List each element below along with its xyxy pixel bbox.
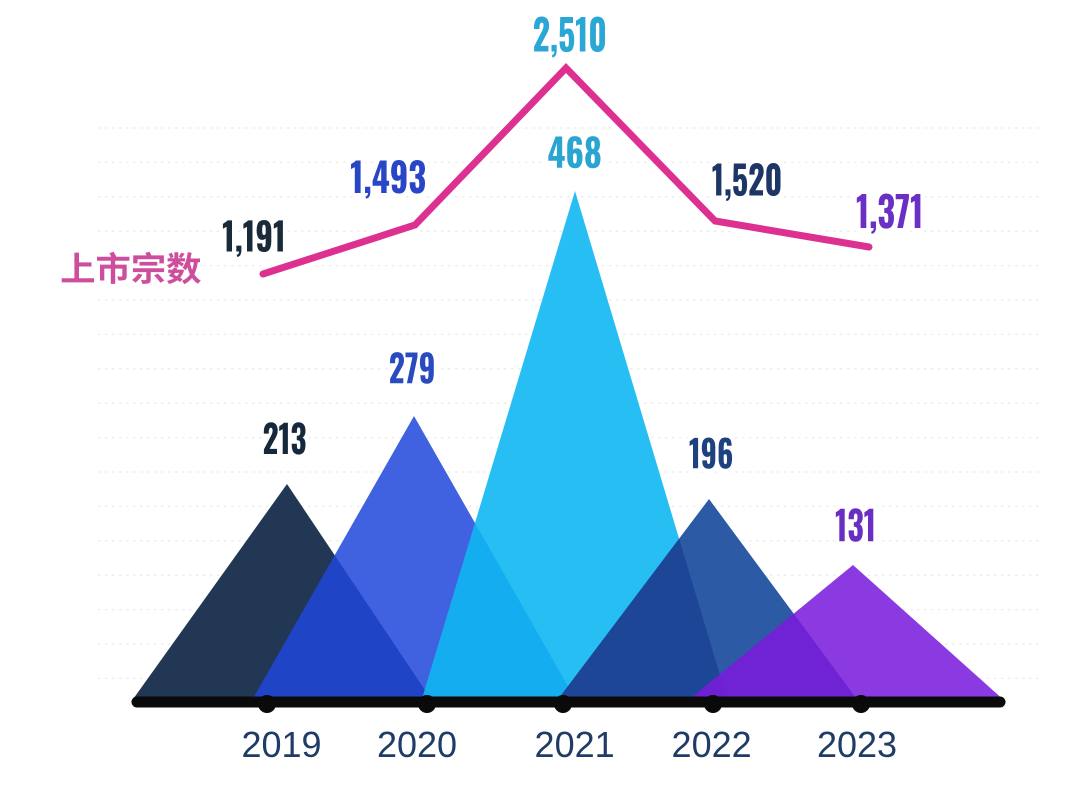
svg-text:2019: 2019: [241, 724, 321, 765]
svg-text:2020: 2020: [377, 724, 457, 765]
svg-text:2023: 2023: [817, 724, 897, 765]
svg-text:2022: 2022: [672, 724, 752, 765]
svg-text:2021: 2021: [535, 724, 615, 765]
